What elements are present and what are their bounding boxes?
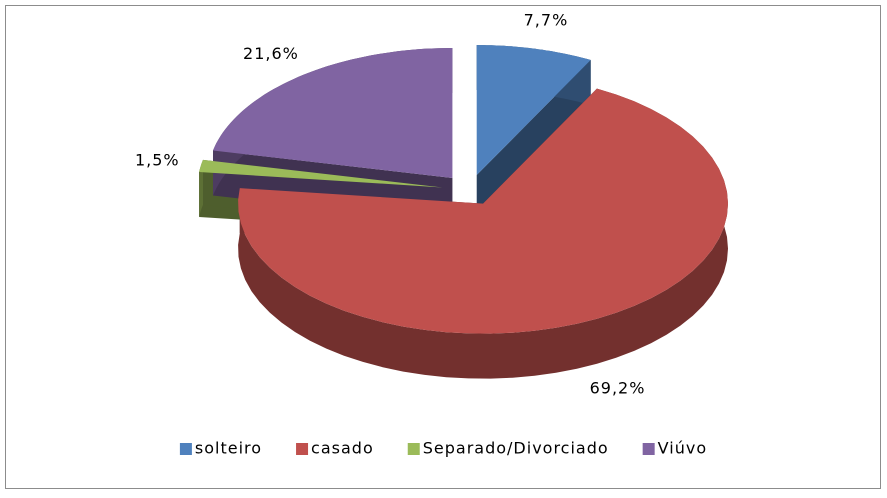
legend-swatch bbox=[179, 443, 192, 455]
legend-label: Separado/Divorciado bbox=[423, 439, 609, 458]
legend: solteiro casado Separado/Divorciado Viúvo bbox=[179, 439, 707, 458]
legend-swatch bbox=[407, 443, 420, 455]
slice bbox=[476, 45, 591, 176]
slice bbox=[199, 159, 443, 188]
slice bbox=[238, 88, 728, 334]
slice bbox=[213, 48, 453, 179]
slice-side bbox=[476, 59, 591, 221]
legend-swatch bbox=[296, 443, 309, 455]
legend-label: casado bbox=[311, 439, 374, 458]
legend-label: solteiro bbox=[195, 439, 262, 458]
data-label: 21,6% bbox=[243, 44, 299, 63]
slice-wall bbox=[199, 159, 203, 217]
data-label: 7,7% bbox=[524, 11, 569, 30]
data-label: 69,2% bbox=[590, 379, 646, 398]
legend-label: Viúvo bbox=[658, 439, 707, 458]
legend-swatch bbox=[642, 443, 655, 455]
data-label: 1,5% bbox=[135, 151, 180, 170]
